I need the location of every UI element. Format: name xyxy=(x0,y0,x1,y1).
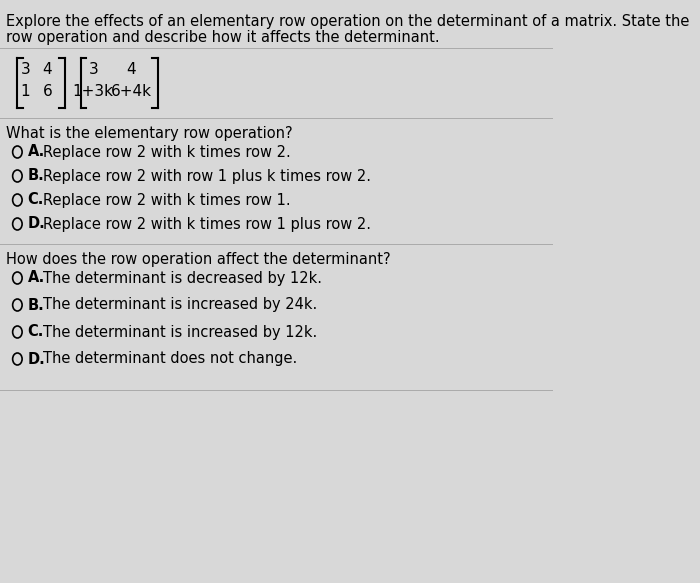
Text: The determinant is increased by 12k.: The determinant is increased by 12k. xyxy=(43,325,318,339)
Text: D.: D. xyxy=(27,216,46,231)
Text: The determinant is increased by 24k.: The determinant is increased by 24k. xyxy=(43,297,318,312)
Text: Replace row 2 with k times row 1 plus row 2.: Replace row 2 with k times row 1 plus ro… xyxy=(43,216,372,231)
Text: Replace row 2 with k times row 1.: Replace row 2 with k times row 1. xyxy=(43,192,291,208)
Text: 6+4k: 6+4k xyxy=(111,83,152,99)
Text: D.: D. xyxy=(27,352,46,367)
Text: 4: 4 xyxy=(126,61,136,76)
Text: 4: 4 xyxy=(43,61,52,76)
Text: Replace row 2 with row 1 plus k times row 2.: Replace row 2 with row 1 plus k times ro… xyxy=(43,168,372,184)
Text: Replace row 2 with k times row 2.: Replace row 2 with k times row 2. xyxy=(43,145,291,160)
Text: 1+3k: 1+3k xyxy=(73,83,113,99)
Text: The determinant does not change.: The determinant does not change. xyxy=(43,352,298,367)
Text: B.: B. xyxy=(27,168,44,184)
Text: Explore the effects of an elementary row operation on the determinant of a matri: Explore the effects of an elementary row… xyxy=(6,14,689,29)
Text: C.: C. xyxy=(27,325,44,339)
Text: What is the elementary row operation?: What is the elementary row operation? xyxy=(6,126,293,141)
Text: 1: 1 xyxy=(20,83,30,99)
Text: B.: B. xyxy=(27,297,44,312)
Text: 6: 6 xyxy=(43,83,52,99)
Text: 3: 3 xyxy=(88,61,98,76)
Text: 3: 3 xyxy=(20,61,30,76)
Text: row operation and describe how it affects the determinant.: row operation and describe how it affect… xyxy=(6,30,440,45)
Text: C.: C. xyxy=(27,192,44,208)
Text: A.: A. xyxy=(27,145,45,160)
Text: The determinant is decreased by 12k.: The determinant is decreased by 12k. xyxy=(43,271,323,286)
Text: How does the row operation affect the determinant?: How does the row operation affect the de… xyxy=(6,252,391,267)
Text: A.: A. xyxy=(27,271,45,286)
